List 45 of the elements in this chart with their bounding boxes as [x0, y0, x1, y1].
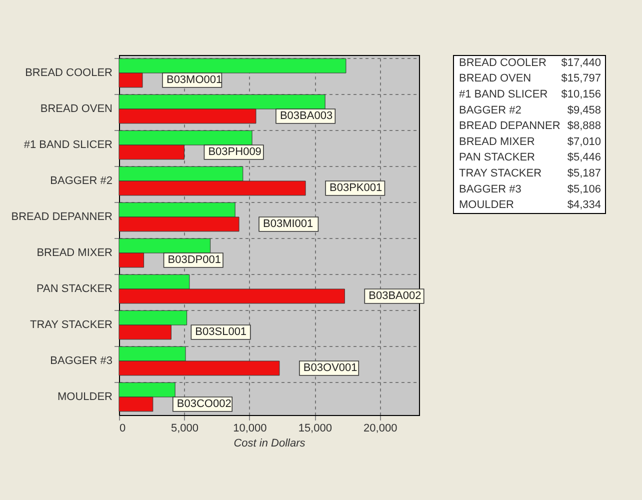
y-tick-label: BREAD OVEN	[40, 103, 113, 115]
x-axis-title: Cost in Dollars	[234, 438, 306, 450]
annotation: B03PK001	[330, 182, 382, 194]
y-tick-label: BAGGER #3	[50, 355, 112, 367]
text: BAGGER #3	[459, 183, 522, 196]
y-tick-label: BREAD MIXER	[36, 247, 113, 259]
text: BAGGER #2	[459, 104, 522, 116]
x-tick-label: 0	[120, 422, 126, 434]
annotation: B03BA003	[280, 110, 333, 122]
annotation: B03CO002	[176, 398, 232, 410]
x-tick-label: 15,000	[298, 422, 332, 434]
text: $5,187	[567, 168, 601, 180]
text: BREAD COOLER	[459, 56, 546, 69]
y-tick-label: #1 BAND SLICER	[24, 139, 113, 151]
text: $5,106	[567, 183, 601, 196]
y-tick-label: MOULDER	[57, 391, 113, 403]
text: #1 BAND SLICER	[459, 88, 548, 100]
annotation: B03OV001	[303, 362, 358, 374]
text: $5,446	[567, 152, 601, 164]
y-tick-label: TRAY STACKER	[30, 319, 113, 331]
text: TRAY STACKER	[459, 168, 542, 180]
text: $8,888	[567, 120, 601, 132]
text: MOULDER	[459, 199, 514, 212]
text: PAN STACKER	[459, 152, 536, 164]
text: BREAD MIXER	[459, 136, 535, 148]
annotation: B03MI001	[263, 218, 314, 230]
annotation: B03PH009	[208, 146, 262, 158]
annotation: B03BA002	[368, 290, 422, 302]
annotation: B03SL001	[195, 326, 247, 338]
y-tick-label: BREAD COOLER	[25, 67, 113, 79]
y-tick-label: BREAD DEPANNER	[11, 211, 113, 223]
text: $7,010	[567, 136, 601, 148]
text: $9,458	[567, 104, 601, 116]
y-tick-label: PAN STACKER	[36, 283, 113, 295]
text: BREAD DEPANNER	[459, 120, 560, 132]
x-tick-label: 10,000	[233, 422, 267, 434]
x-tick-label: 5,000	[170, 422, 198, 434]
annotation: B03DP001	[168, 254, 221, 266]
text: BREAD OVEN	[459, 72, 532, 85]
text: $17,440	[561, 56, 601, 69]
text: $10,156	[561, 88, 601, 100]
x-tick-label: 20,000	[364, 422, 398, 434]
y-tick-label: BAGGER #2	[50, 175, 112, 187]
text: $15,797	[561, 72, 601, 85]
text: $4,334	[567, 199, 601, 212]
